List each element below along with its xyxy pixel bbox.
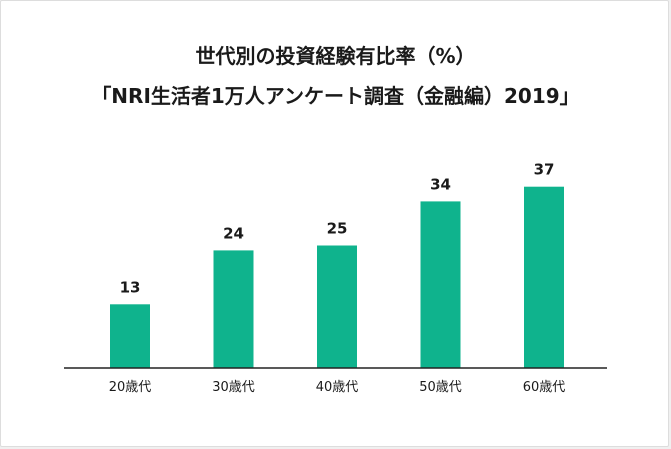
chart-title-line-2: 「NRI生活者1万人アンケート調査（金融編）2019」	[91, 84, 580, 108]
x-tick-label-2: 30歳代	[212, 380, 255, 395]
x-tick-label-5: 60歳代	[523, 380, 566, 395]
bar-4	[420, 201, 461, 368]
x-tick-label-1: 20歳代	[109, 380, 152, 395]
bar-5	[524, 186, 564, 368]
x-tick-label-4: 50歳代	[419, 380, 462, 395]
bar-3	[317, 245, 357, 368]
x-tick-label-3: 40歳代	[316, 380, 359, 395]
data-label-3: 25	[327, 220, 348, 238]
data-label-4: 34	[430, 175, 451, 193]
data-label-2: 24	[223, 224, 244, 242]
bar-1	[110, 304, 150, 368]
chart-title-line-1: 世代別の投資経験有比率（%）	[195, 44, 476, 68]
bar-2	[213, 250, 254, 368]
data-label-1: 13	[120, 278, 141, 296]
data-label-5: 37	[534, 161, 555, 179]
